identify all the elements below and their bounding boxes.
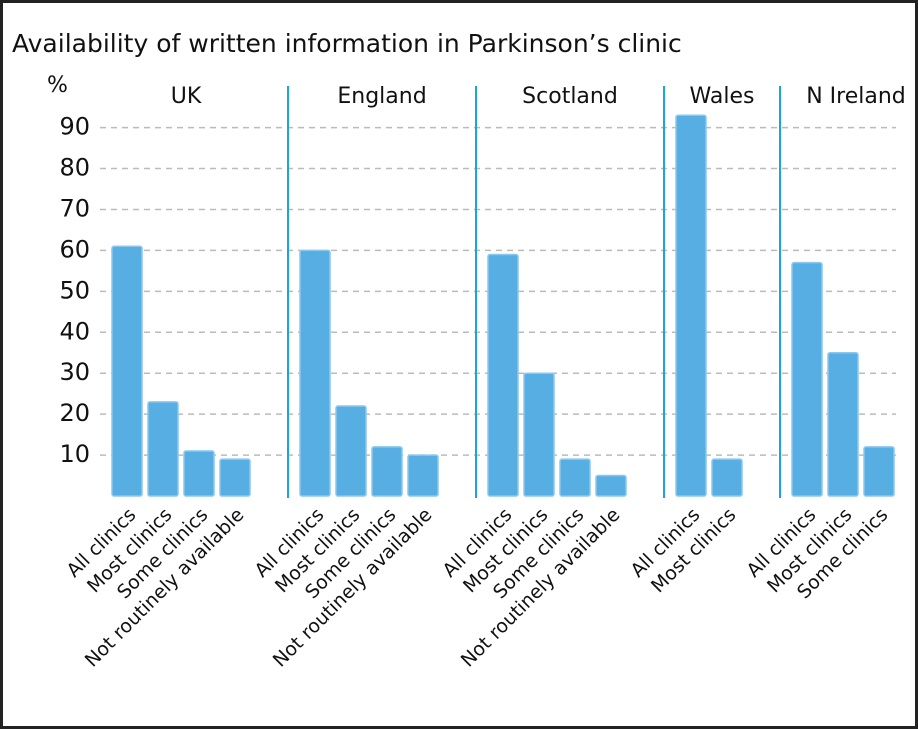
bar — [111, 245, 143, 497]
group-label: Wales — [690, 84, 755, 109]
y-tick-label: 50 — [59, 276, 90, 304]
y-tick-label: 70 — [59, 194, 90, 222]
bar — [827, 351, 859, 497]
chart-title: Availability of written information in P… — [12, 29, 682, 58]
bar — [299, 249, 331, 497]
bar — [595, 474, 627, 497]
y-tick-label: 90 — [59, 113, 90, 141]
bar — [183, 450, 215, 497]
bar — [147, 401, 179, 497]
bar — [371, 446, 403, 497]
y-tick-label: 60 — [59, 235, 90, 263]
bar — [675, 114, 707, 497]
bar — [335, 405, 367, 497]
bar — [559, 458, 591, 497]
group-label: UK — [171, 84, 202, 109]
bar — [219, 458, 251, 497]
bar — [791, 261, 823, 497]
y-axis-label: % — [47, 73, 68, 98]
group-label: N Ireland — [806, 84, 906, 109]
y-tick-label: 20 — [59, 399, 90, 427]
bar — [711, 458, 743, 497]
bar — [407, 454, 439, 497]
group-label: Scotland — [522, 84, 618, 109]
bar — [863, 446, 895, 497]
bar — [523, 372, 555, 497]
y-tick-label: 30 — [59, 358, 90, 386]
y-tick-label: 40 — [59, 317, 90, 345]
group-label: England — [337, 84, 426, 109]
y-tick-label: 80 — [59, 154, 90, 182]
y-tick-label: 10 — [59, 440, 90, 468]
bar — [487, 253, 519, 497]
